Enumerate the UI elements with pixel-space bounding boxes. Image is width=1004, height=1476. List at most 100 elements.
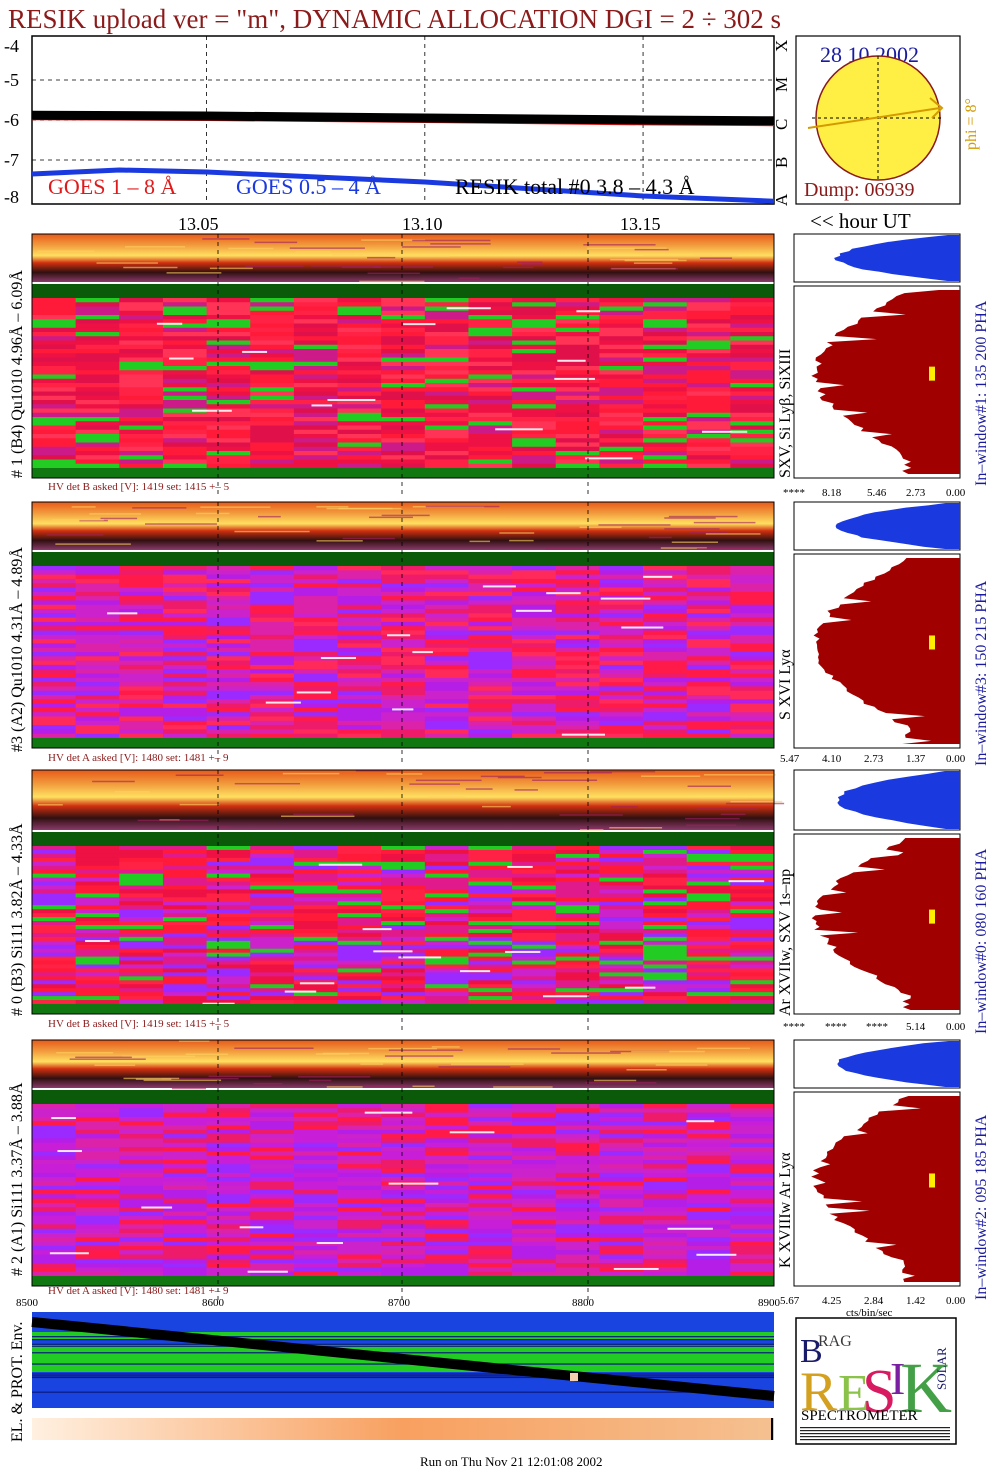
- noise-stripe: [465, 788, 493, 790]
- spectrogram-cell: [381, 695, 426, 700]
- spectrogram-cell: [293, 988, 339, 993]
- spectrogram-cell: [75, 395, 120, 401]
- spectrogram-cell: [381, 639, 426, 644]
- spectrogram-cell: [293, 925, 339, 930]
- spectrogram-cell: [599, 643, 644, 649]
- spectrogram-cell: [32, 455, 77, 460]
- spectrogram-cell: [162, 695, 208, 700]
- spectrogram-cell: [119, 327, 164, 333]
- spectrogram-cell: [555, 578, 600, 584]
- noise-stripe: [355, 770, 401, 772]
- spectrogram-cell: [250, 1168, 295, 1174]
- spectrogram-cell: [75, 846, 120, 851]
- spectrogram-cell: [643, 673, 688, 679]
- spectrogram-cell: [555, 877, 600, 883]
- spectrogram-cell: [599, 1112, 644, 1118]
- spectrogram-cell: [206, 332, 251, 337]
- spectrogram-cell: [468, 408, 513, 414]
- spectrogram-cell: [643, 686, 688, 692]
- spectrogram-cell: [250, 656, 295, 662]
- spectrogram-cell: [512, 315, 557, 320]
- spectrogram-cell: [119, 361, 164, 367]
- spectrogram-cell: [555, 1263, 600, 1268]
- spectrogram-cell: [686, 1250, 731, 1255]
- spectrogram-cell: [75, 1116, 120, 1122]
- spectrogram-cell: [206, 1129, 251, 1135]
- bottom-x-tick: 8700: [388, 1297, 411, 1309]
- spectrogram-cell: [206, 566, 251, 571]
- spectrogram-cell: [643, 1172, 688, 1178]
- spectrogram-cell: [381, 408, 426, 414]
- spectrogram-cell: [75, 725, 120, 730]
- spectrogram-cell: [293, 1258, 339, 1264]
- spectrogram-cell: [162, 361, 208, 367]
- white-stripe: [701, 430, 748, 433]
- spectrogram-cell: [599, 720, 644, 726]
- noise-stripe: [689, 531, 727, 534]
- spectrogram-cell: [381, 660, 426, 666]
- spectrogram-cell: [686, 621, 731, 627]
- spectrogram-cell: [32, 353, 77, 358]
- spectrogram-cell: [119, 639, 164, 644]
- spectrogram-cell: [293, 578, 339, 584]
- spectrogram-cell: [250, 928, 295, 934]
- spectrogram-cell: [119, 353, 164, 358]
- spectrogram-cell: [512, 298, 557, 303]
- spectrogram-cell: [424, 1164, 469, 1169]
- spectrogram-cell: [162, 387, 208, 392]
- spectrogram-cell: [643, 306, 688, 312]
- spectrogram-cell: [250, 925, 295, 930]
- spectrogram-cell: [643, 913, 688, 918]
- spectrogram-cell: [512, 1254, 557, 1260]
- spectrogram-cell: [75, 972, 120, 977]
- noise-stripe: [648, 536, 672, 539]
- spectrogram-cell: [730, 1190, 775, 1195]
- spectrogram-cell: [730, 421, 775, 426]
- spectrogram-cell: [337, 643, 382, 649]
- spectrogram-cell: [424, 980, 469, 985]
- spectrogram-cell: [293, 1172, 339, 1178]
- spectrogram-cell: [512, 877, 557, 883]
- spectrogram-cell: [250, 936, 295, 942]
- spectrogram-cell: [468, 383, 513, 388]
- spectrogram-cell: [424, 1129, 469, 1135]
- spectrogram-cell: [293, 901, 339, 906]
- y-tick-label: -8: [4, 187, 19, 207]
- spectrogram-cell: [250, 909, 295, 914]
- spectrogram-cell: [555, 1202, 600, 1208]
- spectrogram-cell: [75, 587, 120, 593]
- spectrogram-cell: [75, 327, 120, 333]
- spectrogram-cell: [250, 306, 295, 312]
- spectrogram-cell: [381, 936, 426, 942]
- spectrogram-cell: [337, 873, 382, 879]
- spectrogram-cell: [162, 332, 208, 337]
- spectrogram-cell: [643, 905, 688, 910]
- spectrogram-cell: [32, 932, 77, 938]
- spectrogram-cell: [250, 366, 295, 371]
- spectrogram-cell: [119, 956, 164, 962]
- spectrogram-cell: [293, 383, 339, 388]
- spectrogram-cell: [599, 306, 644, 312]
- spectrogram-cell: [381, 417, 426, 422]
- spectrogram-cell: [32, 361, 77, 367]
- spectrogram-cell: [512, 434, 557, 439]
- spectrogram-cell: [643, 664, 688, 670]
- pha-histogram: [811, 290, 960, 474]
- spectrogram-cell: [293, 932, 339, 938]
- spectrogram-cell: [293, 869, 339, 875]
- spectrogram-cell: [730, 972, 775, 977]
- spectrogram-cell: [381, 699, 426, 705]
- spectrogram-cell: [250, 901, 295, 906]
- spectrogram-cell: [555, 361, 600, 367]
- spectrogram-cell: [468, 917, 513, 922]
- spectrogram-cell: [468, 960, 513, 965]
- spectrogram-cell: [381, 849, 426, 855]
- noise-stripe: [298, 1076, 371, 1078]
- spectrogram-cell: [730, 617, 775, 623]
- spectrogram-cell: [512, 1159, 557, 1165]
- white-stripe: [505, 950, 541, 953]
- spectrogram-cell: [424, 1138, 469, 1144]
- noise-stripe: [342, 537, 395, 540]
- spectrogram-cell: [512, 425, 557, 431]
- spectrogram-cell: [468, 463, 513, 469]
